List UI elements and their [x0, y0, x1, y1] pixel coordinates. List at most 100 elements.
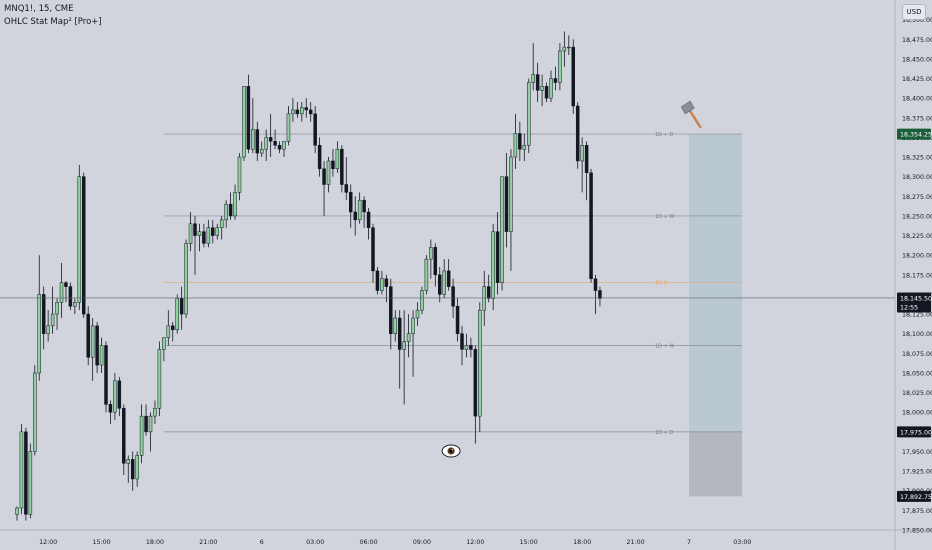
price-tick-label: 18,225.00	[902, 233, 932, 240]
candle	[415, 302, 420, 326]
candle	[144, 404, 148, 436]
time-tick-label: 09:00	[413, 539, 431, 546]
candle	[344, 157, 349, 201]
candle	[68, 282, 73, 311]
candle	[317, 137, 322, 177]
price-badge-label: 17,892.75	[900, 494, 932, 501]
price-tick-label: 18,025.00	[902, 390, 932, 397]
candle	[580, 137, 584, 193]
candle	[246, 74, 251, 154]
candle	[295, 102, 300, 118]
candle	[562, 31, 567, 67]
candle	[104, 341, 108, 413]
candle	[584, 141, 589, 201]
candle	[90, 318, 95, 381]
candle	[531, 43, 535, 91]
candle	[451, 278, 455, 318]
candle	[157, 341, 162, 417]
candle	[113, 372, 117, 421]
price-tick-label: 18,250.00	[902, 213, 932, 220]
price-tick-label: 17,950.00	[902, 449, 932, 456]
candle	[73, 298, 77, 315]
candle	[429, 239, 433, 279]
candle	[255, 121, 260, 161]
candle	[95, 321, 99, 373]
time-tick-label: 21:00	[626, 539, 644, 546]
candle	[41, 286, 46, 350]
symbol-title: MNQ1!, 15, CME	[4, 4, 74, 14]
candle	[357, 192, 362, 224]
candle	[535, 62, 540, 103]
candle	[518, 121, 522, 161]
candle	[558, 43, 562, 91]
time-tick-label: 18:00	[573, 539, 591, 546]
candle	[202, 223, 206, 248]
price-badge-label: 18,145.50	[900, 295, 932, 302]
time-tick-label: 03:00	[733, 539, 751, 546]
candle	[251, 98, 255, 154]
price-badge	[897, 426, 931, 438]
candle	[64, 281, 68, 303]
candle	[504, 153, 509, 248]
candle	[304, 98, 308, 118]
price-tick-label: 18,175.00	[902, 272, 932, 279]
candle	[148, 412, 153, 452]
time-tick-label: 15:00	[520, 539, 538, 546]
candle	[482, 270, 486, 326]
currency-button[interactable]: USD	[902, 4, 926, 20]
candle	[28, 443, 33, 519]
candle	[122, 404, 126, 476]
price-tick-label: 18,375.00	[902, 115, 932, 122]
candle	[215, 223, 219, 240]
candle	[19, 424, 24, 515]
candle	[442, 259, 446, 299]
candle	[237, 153, 242, 201]
price-tick-label: 18,000.00	[902, 410, 932, 417]
time-tick-label: 03:00	[306, 539, 324, 546]
price-tick-label: 18,100.00	[902, 331, 932, 338]
candle	[211, 219, 215, 244]
candle	[228, 192, 233, 220]
candle	[286, 106, 291, 146]
candle	[33, 365, 37, 456]
price-tick-label: 17,875.00	[902, 508, 932, 515]
candle	[166, 310, 171, 346]
candle	[282, 141, 286, 158]
candle	[37, 255, 41, 381]
candle	[575, 102, 580, 169]
candle	[460, 325, 464, 366]
candle	[375, 266, 380, 295]
candle	[171, 321, 175, 342]
candle	[162, 337, 166, 362]
price-tick-label: 18,275.00	[902, 194, 932, 201]
price-tick-label: 18,425.00	[902, 76, 932, 83]
time-tick-label: 12:00	[39, 539, 57, 546]
price-tick-label: 18,125.00	[902, 312, 932, 319]
price-axis[interactable]	[895, 0, 932, 550]
candle	[55, 298, 59, 330]
candle	[362, 196, 366, 228]
candle	[406, 314, 411, 358]
time-tick-label: 7	[687, 539, 691, 546]
candle	[424, 255, 429, 295]
candle	[197, 223, 202, 252]
candle	[291, 98, 295, 122]
candle	[179, 286, 184, 330]
candle	[126, 455, 130, 483]
price-tick-label: 18,200.00	[902, 253, 932, 260]
candle	[455, 298, 460, 342]
candle	[389, 278, 393, 350]
candle	[193, 215, 197, 275]
candle	[308, 102, 313, 122]
price-badge-label: 17,975.00	[900, 429, 932, 436]
stat-level-label: 1D + W	[655, 343, 674, 349]
candle	[567, 35, 571, 55]
price-badge	[897, 292, 931, 313]
candle	[473, 345, 478, 444]
price-badge	[897, 128, 931, 140]
candle	[99, 337, 104, 373]
candle	[553, 66, 558, 91]
candle	[500, 176, 504, 291]
